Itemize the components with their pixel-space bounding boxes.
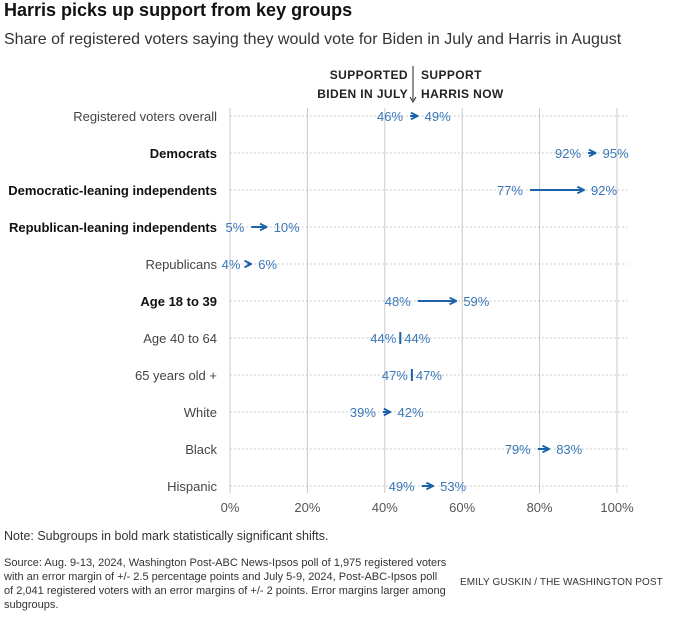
x-tick-label: 40% xyxy=(372,500,398,515)
row-label: Republicans xyxy=(145,257,217,272)
header-biden-july: SUPPORTED xyxy=(330,68,408,82)
harris-value-label: 6% xyxy=(258,257,277,272)
x-tick-label: 80% xyxy=(527,500,553,515)
harris-value-label: 53% xyxy=(440,479,466,494)
biden-value-label: 47% xyxy=(382,368,408,383)
biden-value-label: 46% xyxy=(377,109,403,124)
harris-value-label: 83% xyxy=(556,442,582,457)
row-label: Democrats xyxy=(150,146,217,161)
x-tick-label: 60% xyxy=(449,500,475,515)
dumbbell-chart: 0% 20% 40% 60% 80% 100% SUPPORTED BIDEN IN JULY… xyxy=(8,66,634,515)
header-harris-now: HARRIS NOW xyxy=(421,87,504,101)
biden-value-label: 48% xyxy=(385,294,411,309)
harris-value-label: 49% xyxy=(425,109,451,124)
row-label: Republican-leaning independents xyxy=(9,220,217,235)
chart-subtitle: Share of registered voters saying they w… xyxy=(4,31,622,48)
harris-value-label: 95% xyxy=(603,146,629,161)
row-label: Registered voters overall xyxy=(73,109,217,124)
row-label: Hispanic xyxy=(167,479,217,494)
header-divider-arrow xyxy=(409,96,417,103)
harris-value-label: 10% xyxy=(274,220,300,235)
x-tick-label: 0% xyxy=(221,500,240,515)
harris-value-label: 47% xyxy=(416,368,442,383)
row-label: White xyxy=(184,405,217,420)
chart-credit: EMILY GUSKIN / THE WASHINGTON POST xyxy=(460,577,663,588)
harris-value-label: 44% xyxy=(404,331,430,346)
row-label: Democratic-leaning independents xyxy=(8,183,217,198)
row-label: 65 years old + xyxy=(135,368,217,383)
biden-value-label: 4% xyxy=(222,257,241,272)
harris-value-label: 92% xyxy=(591,183,617,198)
biden-value-label: 5% xyxy=(226,220,245,235)
row-label: Age 18 to 39 xyxy=(140,294,217,309)
harris-value-label: 42% xyxy=(398,405,424,420)
biden-value-label: 77% xyxy=(497,183,523,198)
chart-source: Source: Aug. 9-13, 2024, Washington Post… xyxy=(4,557,447,611)
header-harris-now: SUPPORT xyxy=(421,68,482,82)
row-label: Age 40 to 64 xyxy=(143,331,217,346)
chart-note: Note: Subgroups in bold mark statistical… xyxy=(4,529,329,543)
x-tick-label: 20% xyxy=(294,500,320,515)
biden-value-label: 49% xyxy=(389,479,415,494)
biden-value-label: 79% xyxy=(505,442,531,457)
biden-value-label: 44% xyxy=(370,331,396,346)
harris-value-label: 59% xyxy=(463,294,489,309)
biden-value-label: 39% xyxy=(350,405,376,420)
header-biden-july: BIDEN IN JULY xyxy=(317,87,408,101)
biden-value-label: 92% xyxy=(555,146,581,161)
row-label: Black xyxy=(185,442,217,457)
x-tick-label: 100% xyxy=(600,500,634,515)
chart-title: Harris picks up support from key groups xyxy=(4,0,353,20)
